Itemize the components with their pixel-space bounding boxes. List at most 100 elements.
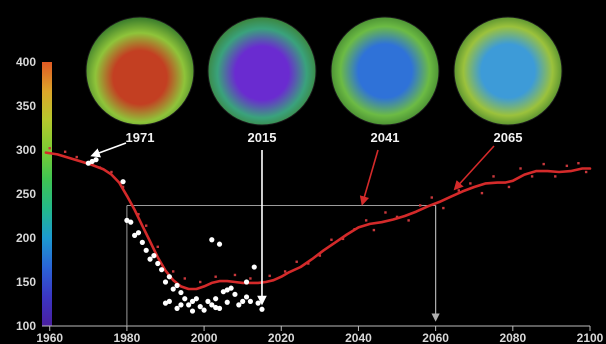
observation-point <box>128 219 134 225</box>
colorbar <box>42 62 52 326</box>
observation-point <box>166 298 172 304</box>
x-tick-label: 2080 <box>499 331 526 344</box>
model-point <box>48 147 51 150</box>
observation-point <box>93 157 99 163</box>
y-tick-label: 300 <box>16 143 36 157</box>
x-tick-label: 2020 <box>268 331 295 344</box>
observation-point <box>162 300 169 306</box>
observation-point <box>255 300 261 306</box>
observation-point <box>247 298 253 304</box>
model-point <box>156 245 159 248</box>
observation-point <box>147 256 153 262</box>
observation-point <box>151 253 157 259</box>
model-point <box>214 275 217 278</box>
model-point <box>172 270 175 273</box>
observation-point <box>162 279 169 285</box>
model-point <box>469 182 472 185</box>
model-point <box>283 270 287 273</box>
ozone-map-border <box>330 16 440 126</box>
observation-point <box>189 298 196 304</box>
observation-point <box>174 305 180 311</box>
model-point <box>307 262 310 265</box>
observation-point <box>143 247 149 253</box>
model-point <box>519 167 522 170</box>
model-point <box>330 238 333 241</box>
observation-point <box>159 267 165 273</box>
ozone-map-1971 <box>86 17 194 125</box>
ozone-map-border <box>453 16 563 126</box>
observation-point <box>213 296 219 302</box>
guide-lines <box>126 204 440 326</box>
model-point <box>430 196 433 199</box>
observation-point <box>120 179 126 185</box>
map-year-label: 1971 <box>126 130 155 145</box>
model-point <box>75 155 78 159</box>
model-point <box>364 219 368 222</box>
observation-point <box>232 291 238 297</box>
arrow-2065 <box>453 145 495 191</box>
model-point <box>418 204 422 207</box>
x-tick-label: 1980 <box>114 331 141 344</box>
observation-point <box>178 302 184 308</box>
model-point <box>457 189 460 192</box>
x-tick-label: 1960 <box>36 331 63 344</box>
model-point <box>341 237 345 241</box>
arrow-2041 <box>359 149 379 206</box>
observation-point <box>243 294 250 300</box>
series-layer <box>44 147 592 314</box>
y-tick-label: 150 <box>16 275 36 289</box>
observation-point <box>201 307 207 313</box>
map-arrows <box>90 142 495 306</box>
ozone-maps: 1971 2015 2041 2065 <box>85 16 563 145</box>
observation-point <box>240 298 246 304</box>
ozone-map-2015 <box>208 17 316 125</box>
model-point <box>268 274 271 278</box>
y-tick-label: 400 <box>16 55 36 69</box>
observation-point <box>186 302 192 308</box>
observation-point <box>135 230 142 236</box>
model-point <box>233 273 237 277</box>
model-point <box>137 213 140 216</box>
observation-point <box>85 160 91 166</box>
observation-point <box>139 239 145 245</box>
observation-point <box>197 304 203 310</box>
y-tick-label: 350 <box>16 99 36 113</box>
y-tick-label: 250 <box>16 187 36 201</box>
observation-point <box>174 282 180 289</box>
observation-point <box>216 305 223 311</box>
observation-point <box>189 308 196 314</box>
model-point <box>480 191 484 195</box>
observation-point <box>209 237 215 243</box>
model-point <box>492 175 495 178</box>
observation-point <box>124 217 130 223</box>
observation-point <box>178 289 184 296</box>
model-point <box>554 175 557 178</box>
observation-point <box>166 274 172 280</box>
model-point <box>295 260 298 263</box>
x-tick-label: 2000 <box>191 331 218 344</box>
model-point <box>530 175 534 178</box>
model-point <box>507 185 511 189</box>
y-tick-label: 100 <box>16 319 36 333</box>
model-point <box>442 206 445 210</box>
model-point <box>183 277 186 280</box>
model-point <box>577 162 580 165</box>
x-tick-label: 2060 <box>422 331 449 344</box>
observation-point <box>216 241 223 247</box>
observation-point <box>243 279 250 285</box>
model-point <box>584 170 588 174</box>
model-point <box>542 162 545 166</box>
model-point <box>63 150 67 153</box>
model-point <box>249 277 252 280</box>
model-point <box>395 215 399 219</box>
x-axis-ticks: 1960 1980 2000 2020 2040 2060 2080 2100 <box>36 326 604 344</box>
observation-point <box>259 306 265 312</box>
arrow-1971 <box>90 142 127 158</box>
x-tick-label: 2100 <box>577 331 604 344</box>
observation-point <box>89 158 95 165</box>
y-axis-ticks: 100 150 200 250 300 350 400 <box>16 55 36 333</box>
model-point <box>384 211 387 214</box>
model-point <box>199 280 202 284</box>
observation-point <box>224 287 230 293</box>
